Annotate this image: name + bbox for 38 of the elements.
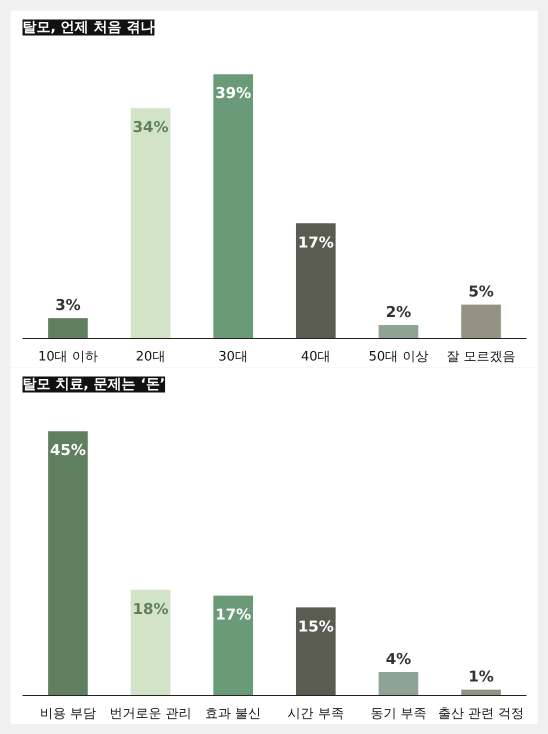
bar — [296, 607, 336, 696]
x-tick-label: 동기 부족 — [370, 706, 427, 722]
x-tick-label: 40대 — [301, 350, 331, 364]
bar — [378, 324, 418, 338]
x-tick-label: 비용 부담 — [40, 706, 96, 722]
x-tick-label: 시간 부족 — [288, 706, 344, 722]
bar — [213, 596, 254, 696]
bar — [378, 672, 418, 696]
data-label: 2% — [386, 302, 412, 321]
x-tick-label: 20대 — [136, 350, 166, 364]
x-tick-label: 30대 — [218, 350, 248, 364]
chart-title: 탈모, 언제 처음 겪나 — [22, 20, 154, 36]
bar — [461, 690, 501, 696]
data-label: 5% — [468, 282, 494, 301]
data-label: 15% — [298, 617, 334, 636]
x-tick-label: 잘 모르겠음 — [446, 350, 516, 364]
x-tick-label: 10대 이하 — [38, 350, 98, 364]
data-label: 45% — [50, 441, 86, 460]
bar — [296, 223, 336, 338]
data-label: 39% — [215, 84, 252, 102]
x-tick-label: 출산 관련 걱정 — [438, 706, 524, 722]
bar — [130, 108, 170, 338]
bar — [130, 590, 170, 696]
data-label: 4% — [386, 650, 412, 668]
data-label: 18% — [132, 600, 169, 618]
data-label: 34% — [132, 118, 169, 136]
x-tick-label: 50대 이상 — [368, 350, 428, 364]
data-label: 3% — [55, 296, 81, 314]
bar — [48, 318, 88, 338]
data-label: 17% — [215, 606, 252, 624]
bar — [213, 74, 254, 338]
x-tick-label: 번거로운 관리 — [110, 706, 192, 722]
data-label: 17% — [298, 233, 334, 252]
chart-title: 탈모 치료, 문제는 ‘돈’ — [22, 376, 166, 392]
bar — [48, 431, 88, 696]
data-label: 1% — [468, 668, 494, 686]
x-tick-label: 효과 불신 — [205, 706, 262, 722]
bar — [461, 304, 501, 338]
